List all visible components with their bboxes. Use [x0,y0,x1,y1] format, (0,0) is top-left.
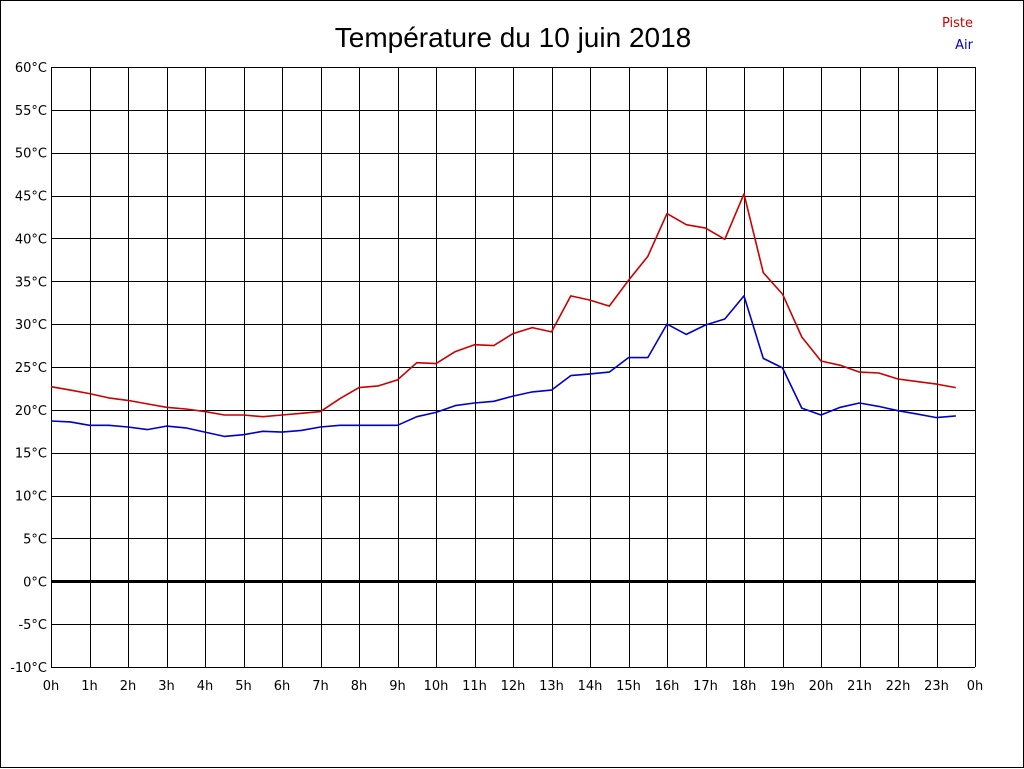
x-tick-label: 13h [539,679,564,694]
x-tick-label: 0h [43,679,60,694]
y-tick-label: 40°C [15,232,47,247]
x-tick-label: 10h [424,679,449,694]
y-tick-label: 35°C [15,275,47,290]
x-tick-label: 22h [886,679,911,694]
x-tick-label: 6h [274,679,291,694]
x-tick-label: 1h [81,679,98,694]
x-tick-label: 0h [967,679,984,694]
x-tick-label: 20h [809,679,834,694]
y-tick-label: 45°C [15,190,47,205]
y-tick-label: 25°C [15,361,47,376]
x-tick-label: 15h [616,679,641,694]
series-line-air [50,295,956,438]
y-tick-label: 10°C [15,490,47,505]
x-tick-label: 23h [924,679,949,694]
legend-entry-air: Air [955,38,974,53]
x-tick-label: 2h [120,679,137,694]
y-tick-label: 50°C [15,147,47,162]
x-tick-label: 17h [693,679,718,694]
y-tick-label: 15°C [15,447,47,462]
grid [51,67,976,668]
legend-entry-piste: Piste [942,16,973,31]
y-axis-ticks: 60°C 55°C 50°C 45°C 40°C 35°C 30°C 25°C 20°C 15°C… [10,61,47,676]
x-tick-label: 9h [389,679,406,694]
series-line-piste [50,193,956,418]
x-tick-label: 11h [462,679,487,694]
x-tick-label: 8h [351,679,368,694]
x-tick-label: 5h [235,679,252,694]
x-tick-label: 3h [158,679,175,694]
y-tick-label: 20°C [15,404,47,419]
y-tick-label: 55°C [15,104,47,119]
x-tick-label: 4h [197,679,214,694]
x-tick-label: 7h [312,679,329,694]
series-lines [50,193,956,438]
x-tick-label: 16h [655,679,680,694]
x-axis-ticks: 0h 1h 2h 3h 4h 5h 6h 7h 8h 9h 10h 11h 12h 13h 14h 15h 16… [43,679,984,694]
x-tick-label: 18h [732,679,757,694]
x-tick-label: 12h [501,679,526,694]
y-tick-label: 30°C [15,318,47,333]
y-tick-label: -5°C [18,618,47,633]
x-tick-label: 21h [847,679,872,694]
x-tick-label: 19h [770,679,795,694]
x-tick-label: 14h [578,679,603,694]
legend: Piste Air [942,16,974,53]
chart-title: Température du 10 juin 2018 [335,22,691,53]
y-tick-label: 5°C [23,532,47,547]
y-tick-label: -10°C [10,661,47,676]
y-tick-label: 0°C [23,575,47,590]
y-tick-label: 60°C [15,61,47,76]
